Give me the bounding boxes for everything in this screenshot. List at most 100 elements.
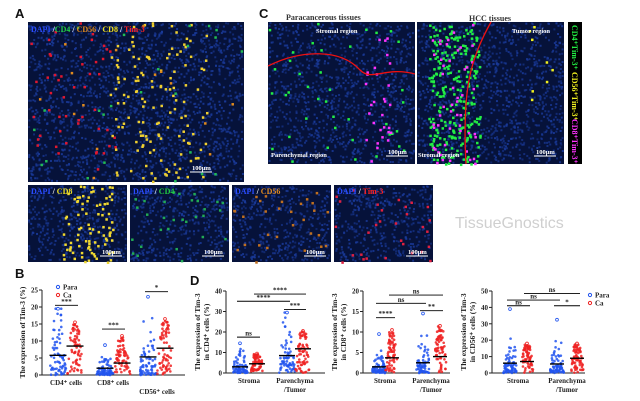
nucleus [357,205,360,208]
nucleus [71,170,74,173]
nucleus [86,91,89,94]
nucleus [238,196,241,199]
nucleus [192,211,195,214]
nucleus [217,162,220,165]
nucleus [212,142,215,145]
stained-cell [134,198,138,201]
nucleus [223,186,226,189]
nucleus [285,189,288,192]
nucleus [234,82,237,85]
nucleus [221,196,224,199]
nucleus [282,203,285,206]
nucleus [329,157,332,160]
nucleus [145,22,148,25]
stained-cell [79,185,83,188]
stained-cell [91,32,95,36]
nucleus [185,172,188,175]
stained-cell [173,107,177,111]
nucleus [148,126,151,129]
nucleus [185,23,188,26]
nucleus [89,86,92,89]
nucleus [410,157,413,160]
nucleus [33,196,36,199]
nucleus [162,224,165,227]
nucleus [176,27,179,30]
stained-cell [427,245,431,249]
nucleus [276,232,279,235]
nucleus [283,40,286,43]
nucleus [195,209,198,212]
nucleus [291,246,294,249]
nucleus [295,30,298,33]
nucleus [225,231,228,234]
nucleus [252,238,255,241]
nucleus [403,209,406,212]
nucleus [301,95,304,98]
nucleus [163,147,166,150]
nucleus [297,131,300,134]
nucleus [212,148,215,151]
nucleus [183,177,186,180]
nucleus [113,173,116,176]
nucleus [118,167,121,170]
stained-cell [65,215,69,219]
nucleus [172,229,175,232]
nucleus [254,201,257,204]
nucleus [311,59,314,62]
nucleus [338,238,341,241]
nucleus [187,117,190,120]
nucleus [314,51,317,54]
nucleus [207,251,210,254]
nucleus [66,169,69,172]
nucleus [393,90,396,93]
stained-cell [38,134,42,137]
nucleus [209,163,212,166]
nucleus [293,129,296,132]
nucleus [180,100,183,103]
nucleus [44,215,47,218]
nucleus [386,60,389,63]
nucleus [232,142,235,145]
nucleus [142,252,145,255]
nucleus [334,34,337,37]
nucleus [377,59,380,62]
nucleus [164,121,167,124]
nucleus [115,34,118,37]
nucleus [138,101,141,104]
nucleus [80,232,83,235]
stained-cell [102,152,106,155]
nucleus [51,53,54,56]
stained-cell [92,176,96,180]
nucleus [231,81,234,84]
nucleus [28,253,31,256]
stained-cell [77,122,80,125]
nucleus [71,158,74,161]
nucleus [255,208,258,211]
nucleus [409,53,412,56]
nucleus [344,88,347,91]
nucleus [179,58,182,61]
nucleus [85,171,88,174]
nucleus [371,64,374,67]
stained-cell [64,243,67,246]
nucleus [350,201,353,204]
nucleus [56,97,59,100]
nucleus [53,119,56,122]
nucleus [353,228,356,231]
stained-cell [164,88,168,91]
nucleus [194,54,197,57]
nucleus [61,243,64,246]
nucleus [69,170,72,173]
nucleus [343,100,346,103]
nucleus [169,223,172,226]
nucleus [173,167,176,170]
nucleus [106,187,109,190]
stained-cell [204,122,207,125]
nucleus [126,131,129,134]
nucleus [86,63,89,66]
nucleus [311,90,314,93]
nucleus [104,76,107,79]
stained-cell [185,37,189,41]
nucleus [192,41,195,44]
nucleus [153,70,156,73]
